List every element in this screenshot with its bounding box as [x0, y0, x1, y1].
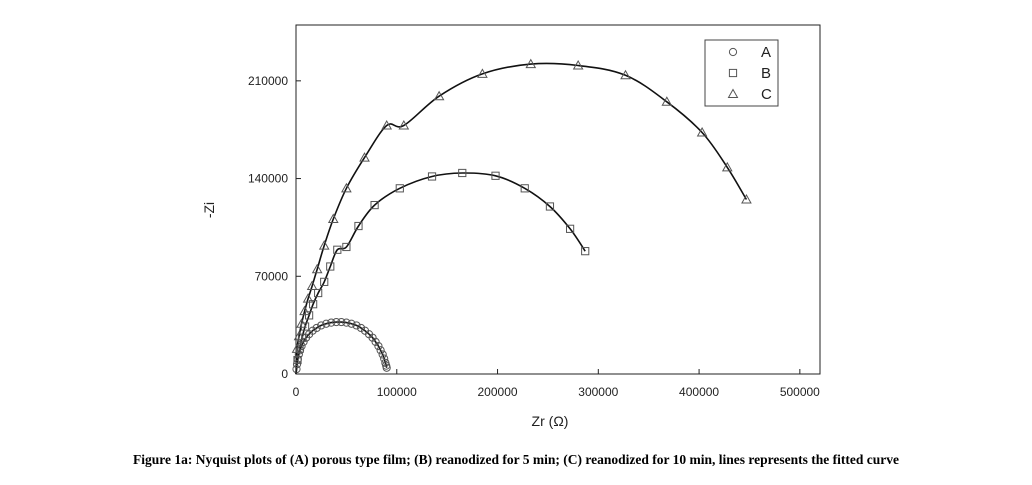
legend-label-A: A	[761, 44, 771, 61]
data-point-C	[359, 152, 370, 162]
data-point-C	[299, 305, 310, 316]
data-point-B	[520, 184, 529, 193]
data-point-C	[311, 263, 323, 274]
data-point-C	[296, 318, 307, 328]
legend-marker-A	[728, 47, 738, 57]
data-point-B	[395, 184, 404, 193]
x-tick-label: 200000	[478, 385, 518, 399]
nyquist-chart: 0 100000 200000 300000 400000 500000 0 70000 14…	[201, 24, 821, 429]
data-point-A	[382, 363, 391, 372]
plot-frame	[295, 24, 821, 375]
data-markers	[291, 58, 752, 374]
data-point-B	[333, 245, 342, 254]
data-point-A	[332, 317, 341, 327]
data-point-B	[581, 247, 590, 256]
data-point-B	[309, 300, 318, 309]
legend-label-C: C	[761, 86, 772, 103]
data-point-B	[545, 202, 555, 211]
data-point-C	[318, 240, 330, 250]
data-point-B	[427, 172, 437, 181]
legend-marker-C	[727, 88, 739, 98]
data-point-C	[398, 119, 410, 130]
data-point-B	[305, 311, 314, 320]
data-point-C	[327, 213, 339, 224]
data-point-A	[347, 319, 356, 328]
data-point-A	[378, 350, 387, 359]
data-point-A	[374, 341, 383, 351]
data-point-A	[322, 319, 331, 328]
data-point-C	[302, 293, 314, 303]
fit-line-B	[295, 172, 586, 375]
data-point-C	[293, 330, 305, 341]
data-point-A	[292, 365, 301, 374]
data-point-A	[342, 318, 351, 327]
data-point-A	[292, 360, 302, 369]
data-point-B	[293, 355, 302, 365]
data-point-A	[294, 350, 303, 359]
y-tick-label: 210000	[248, 74, 288, 88]
x-tick-label: 100000	[377, 385, 417, 399]
x-tick-label: 500000	[780, 385, 820, 399]
figure-caption: Figure 1a: Nyquist plots of (A) porous t…	[133, 452, 899, 467]
data-point-C	[572, 59, 584, 70]
data-point-C	[433, 90, 445, 101]
y-axis-ticks: 0 70000 140000 210000	[248, 74, 301, 381]
data-point-B	[458, 168, 467, 178]
data-point-C	[381, 119, 393, 130]
data-point-B	[370, 200, 379, 210]
data-point-B	[320, 277, 329, 286]
data-point-A	[352, 321, 361, 330]
y-tick-label: 70000	[255, 269, 289, 283]
data-point-B	[491, 171, 500, 180]
data-point-A	[376, 346, 385, 355]
data-point-C	[741, 193, 752, 204]
data-point-A	[317, 321, 326, 330]
data-point-A	[308, 326, 317, 335]
legend: ABC	[704, 39, 779, 107]
data-point-C	[696, 126, 708, 137]
legend-marker-B	[728, 68, 738, 78]
data-point-B	[565, 224, 575, 233]
data-point-B	[326, 262, 335, 271]
x-axis-ticks: 0 100000 200000 300000 400000 500000	[293, 369, 820, 399]
data-point-B	[314, 288, 323, 298]
y-axis-label: -Zi	[201, 202, 217, 218]
data-point-C	[661, 96, 673, 106]
data-point-C	[721, 161, 733, 172]
data-point-A	[327, 318, 336, 327]
data-point-C	[525, 58, 537, 69]
data-point-A	[356, 323, 366, 333]
y-tick-label: 0	[281, 367, 288, 381]
data-point-C	[477, 68, 488, 78]
data-point-B	[354, 221, 363, 231]
data-point-C	[291, 343, 303, 353]
data-point-B	[342, 242, 351, 252]
data-point-B	[300, 322, 310, 331]
data-point-A	[337, 317, 346, 327]
legend-box	[704, 39, 779, 107]
x-tick-label: 400000	[679, 385, 719, 399]
data-point-A	[368, 333, 377, 342]
legend-label-B: B	[761, 65, 771, 82]
x-axis-label: Zr (Ω)	[532, 413, 569, 429]
data-point-A	[295, 346, 305, 355]
data-point-C	[341, 182, 352, 193]
data-point-A	[371, 337, 380, 346]
data-point-C	[620, 69, 631, 80]
data-point-C	[306, 280, 318, 291]
x-tick-label: 300000	[578, 385, 618, 399]
y-tick-label: 140000	[248, 172, 288, 186]
data-point-A	[312, 323, 321, 333]
x-tick-label: 0	[293, 385, 300, 399]
data-point-B	[297, 333, 307, 342]
